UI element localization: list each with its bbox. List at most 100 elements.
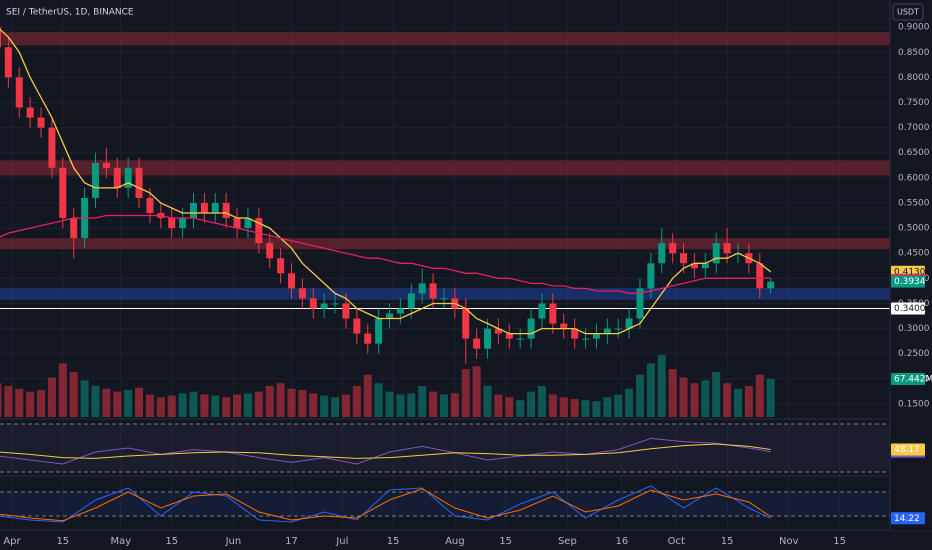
candle-body [407,293,415,309]
volume-bar [657,355,666,417]
volume-bar [755,374,764,417]
y-tick-label: 0.7000 [898,123,930,133]
volume-bar [516,400,525,417]
volume-bar [102,388,111,417]
volume-bar [298,389,307,417]
zone [0,32,890,46]
candle-body [658,243,666,264]
candle-body [277,258,285,274]
volume-bar [396,394,405,417]
volume-bar [614,394,623,417]
volume-bar [494,394,503,417]
x-tick-label: Jul [335,536,348,547]
price-tag [891,443,925,456]
candle-body [298,288,306,299]
volume-bar [559,397,568,417]
volume-bar [4,386,13,417]
candle-body [48,127,56,168]
volume-bar [461,369,470,417]
volume-bar [91,386,100,417]
candle-body [723,243,731,254]
candle-body [462,308,470,339]
volume-bar [80,380,89,417]
candle-body [124,167,132,188]
candle-body [0,27,1,48]
candle-body [386,313,394,319]
candle-body [26,107,34,118]
x-tick-label: 16 [615,536,628,547]
candle-body [59,167,67,219]
volume-bar [744,386,753,417]
volume-bar [407,393,416,417]
volume-bar [135,387,144,417]
y-tick-label: 0.6500 [898,148,930,158]
x-tick-label: 15 [721,536,734,547]
volume-bar [766,378,775,417]
x-tick-label: Jun [225,536,242,547]
volume-bar [243,393,252,417]
candle-body [244,218,252,229]
candle-body [37,117,45,128]
volume-bar [603,397,612,417]
chart-title: SEI / TetherUS, 1D, BINANCE [6,8,134,18]
indicator-line [0,488,771,522]
candle-body [102,162,110,168]
volume-bar [113,391,122,417]
price-tag-label: 0.3934 [894,277,926,287]
price-tag [891,275,925,288]
volume-bar [15,388,24,417]
volume-bar [429,391,438,417]
volume-bar [363,374,372,417]
volume-bar [581,400,590,417]
currency-box [892,3,924,21]
candle-body [571,328,579,339]
candle-body [146,197,154,214]
y-tick-label: 0.8500 [898,48,930,58]
x-tick-label: 17 [285,536,298,547]
candle-body [669,243,677,254]
x-tick-label: 15 [56,536,69,547]
volume-bar [124,389,133,417]
volume-bar [701,380,710,417]
volume-bar [548,394,557,417]
volume-bar [418,386,427,417]
volume-bar [167,395,176,417]
volume-bar [527,391,536,417]
candle-body [135,167,143,198]
y-tick-label: 0.7500 [898,98,930,108]
candle-body [15,77,23,108]
candle-body [179,218,187,229]
volume-bar [156,397,165,417]
volume-bar [450,393,459,417]
candle-body [375,318,383,344]
volume-bar [26,391,35,417]
volume-bar [625,388,634,417]
volume-bar [690,383,699,417]
volume-bar [211,395,220,417]
candle-body [647,263,655,289]
volume-bar [723,383,732,417]
volume-bar [276,383,285,417]
y-tick-label: 0.3000 [898,324,930,334]
price-tag [891,512,925,525]
volume-bar [331,397,340,417]
candle-body [680,253,688,264]
volume-bar [505,397,514,417]
candle-body [527,318,535,339]
candle-body [168,218,176,229]
price-axis [890,0,932,530]
candle-body [222,202,230,219]
y-tick-label: 0.5000 [898,224,930,234]
price-tag-label: 0.4130 [894,267,926,277]
price-tag-label: 14.22 [894,514,920,524]
candle-body [190,202,197,219]
y-tick-label: 0.5500 [898,198,930,208]
volume-bar [0,383,2,417]
candle-body [70,218,78,239]
candle-body [582,338,590,340]
candle-body [549,303,557,324]
volume-bar [646,363,655,417]
band-fill [0,492,890,516]
